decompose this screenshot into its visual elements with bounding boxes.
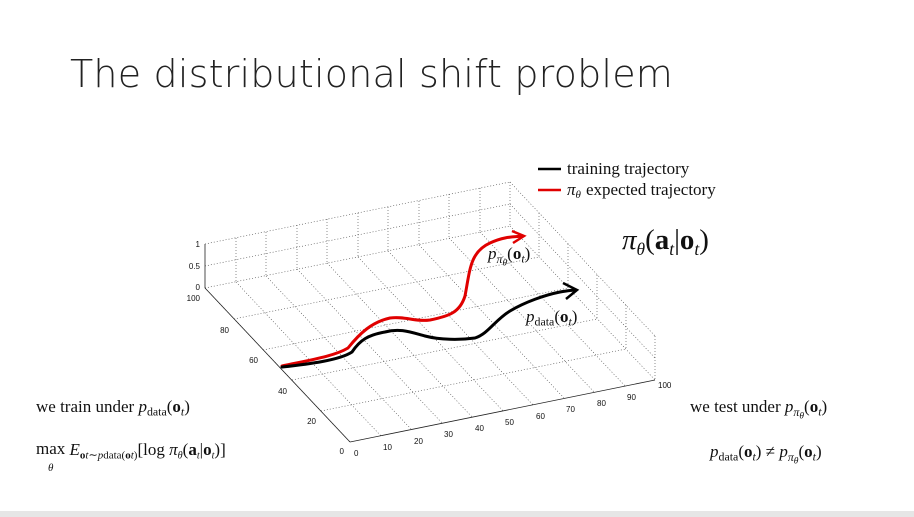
x-tick: 90 bbox=[627, 393, 636, 402]
x-tick: 40 bbox=[475, 424, 484, 433]
legend-label-training: training trajectory bbox=[567, 159, 690, 178]
y-tick: 100 bbox=[187, 294, 201, 303]
training-trajectory-line bbox=[280, 288, 578, 369]
slide-footer-bar bbox=[0, 511, 914, 517]
y-tick: 60 bbox=[249, 356, 258, 365]
p-data-label: pdata(ot) bbox=[526, 307, 578, 329]
slide-title: The distributional shift problem bbox=[70, 52, 673, 96]
y-tick: 0 bbox=[340, 447, 345, 456]
objective-formula: max θ Eot∼pdata(ot)[log πθ(at|ot)] bbox=[36, 439, 226, 474]
training-trajectory-arrowhead bbox=[562, 281, 580, 300]
train-under-text: we train under pdata(ot) bbox=[36, 397, 190, 419]
x-tick: 30 bbox=[444, 430, 453, 439]
x-tick: 60 bbox=[536, 412, 545, 421]
y-tick: 40 bbox=[278, 387, 287, 396]
z-tick: 0 bbox=[196, 283, 201, 292]
x-tick: 0 bbox=[354, 449, 359, 458]
legend: training trajectory πθ expected trajector… bbox=[538, 159, 716, 201]
z-tick: 0.5 bbox=[189, 262, 201, 271]
y-tick: 80 bbox=[220, 326, 229, 335]
floor-grid bbox=[204, 225, 656, 443]
y-tick: 20 bbox=[307, 417, 316, 426]
x-tick: 80 bbox=[597, 399, 606, 408]
x-tick: 20 bbox=[414, 437, 423, 446]
right-wall-grid bbox=[509, 181, 656, 380]
z-tick: 1 bbox=[196, 240, 201, 249]
x-tick: 50 bbox=[505, 418, 514, 427]
expected-trajectory-arrowhead bbox=[511, 229, 527, 245]
p-pi-theta-label: pπθ(ot) bbox=[488, 244, 531, 268]
legend-label-expected: πθ expected trajectory bbox=[567, 180, 716, 201]
expected-trajectory-line bbox=[280, 234, 525, 368]
x-tick: 70 bbox=[566, 405, 575, 414]
policy-formula: πθ(at|ot) bbox=[622, 224, 709, 260]
axis-frame bbox=[204, 244, 656, 443]
back-wall-grid bbox=[204, 181, 511, 289]
x-tick: 100 bbox=[658, 381, 672, 390]
inequality-formula: pdata(ot) ≠ pπθ(ot) bbox=[710, 442, 822, 466]
x-tick: 10 bbox=[383, 443, 392, 452]
test-under-text: we test under pπθ(ot) bbox=[690, 397, 828, 421]
